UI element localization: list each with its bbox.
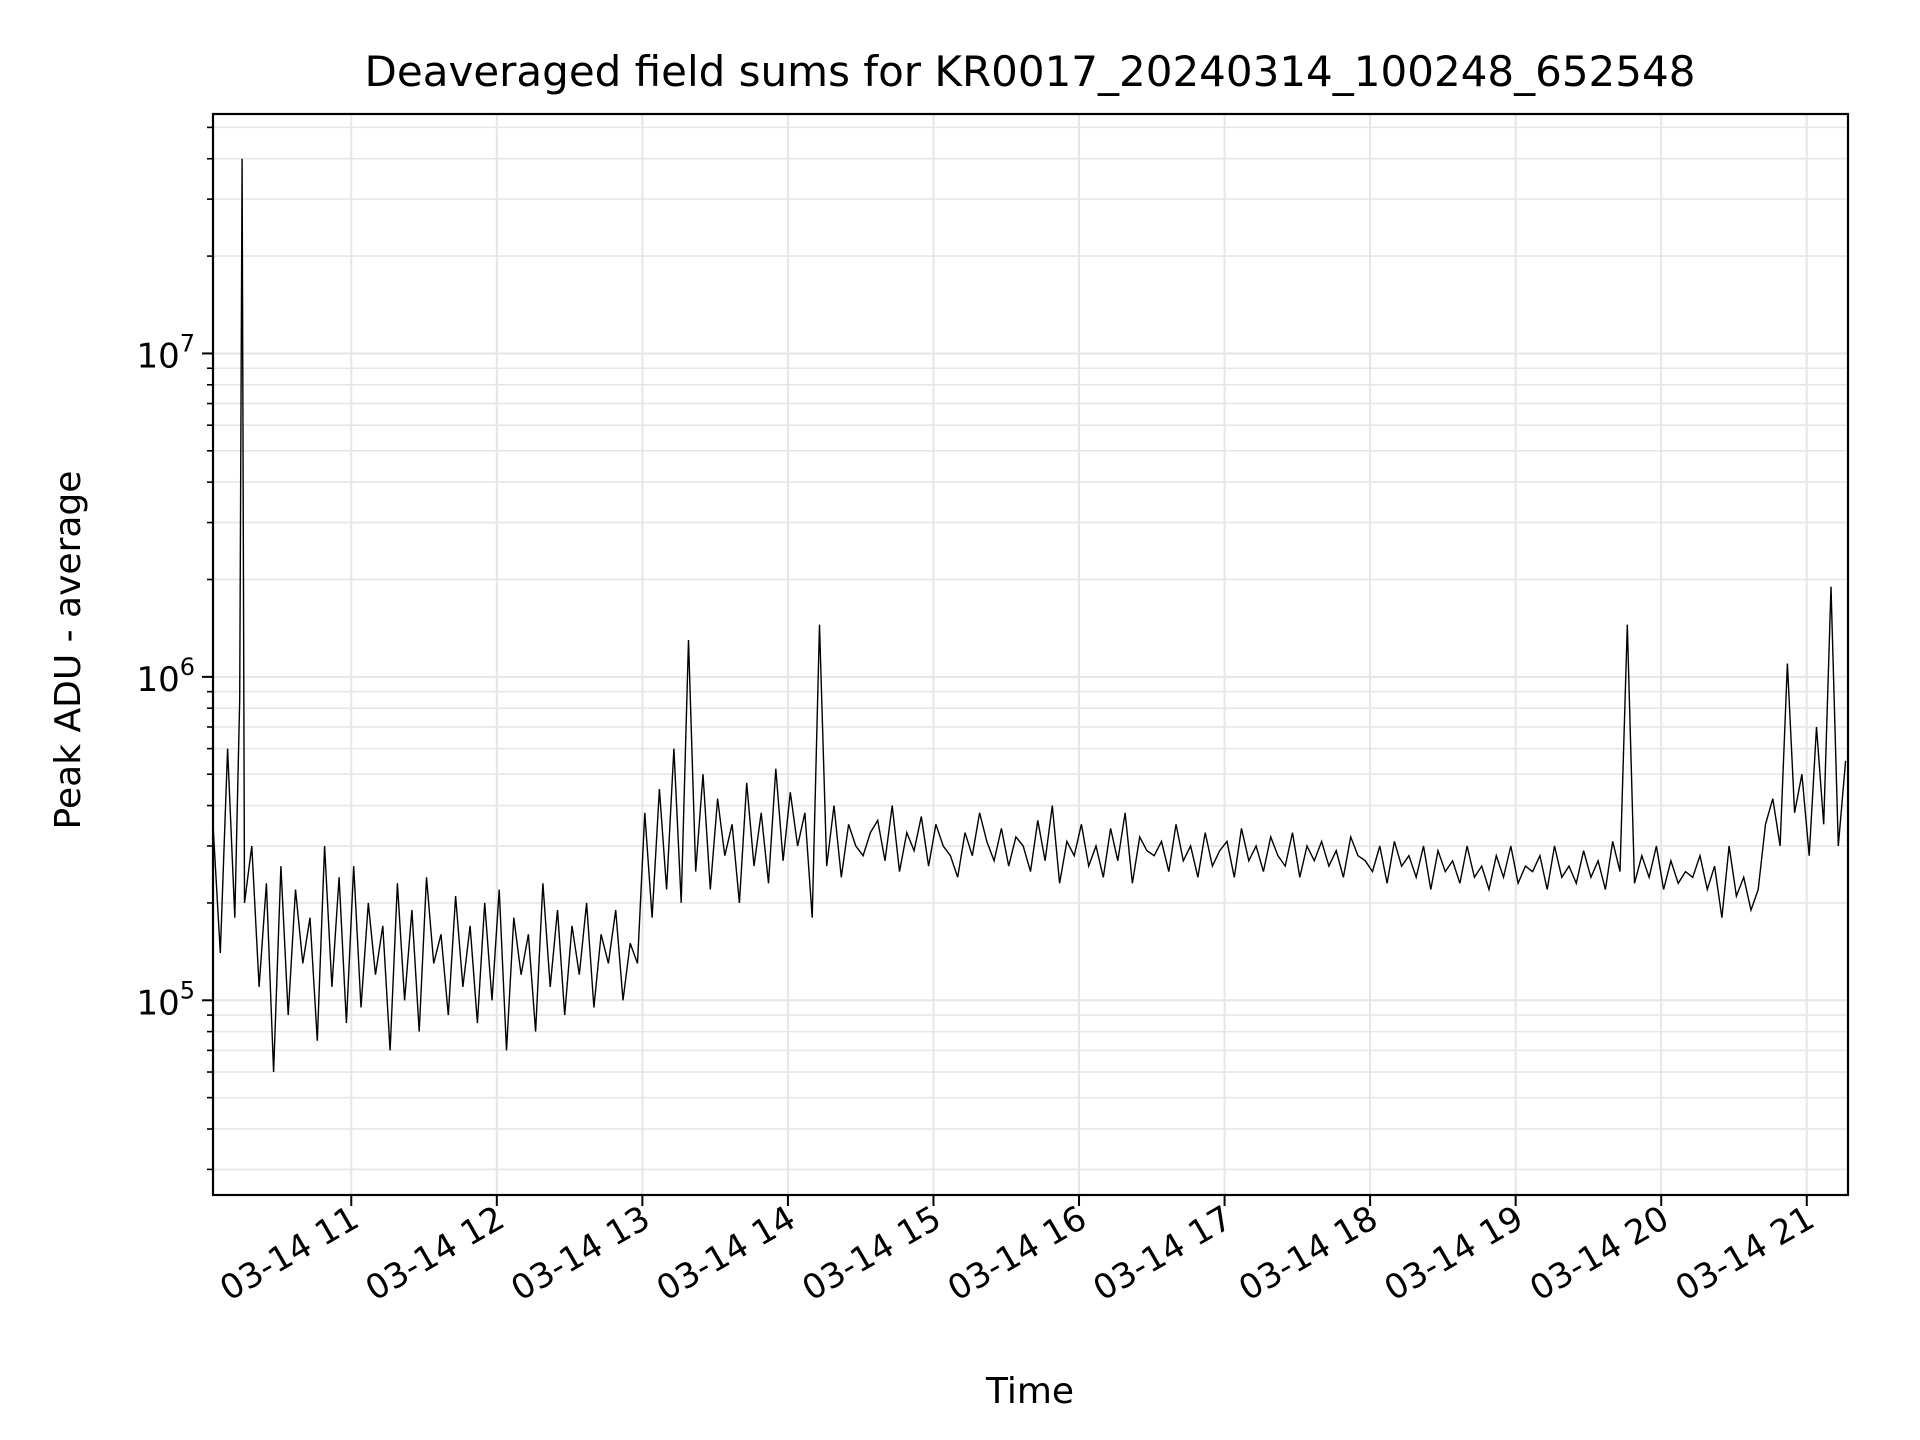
chart-title: Deaveraged field sums for KR0017_2024031…: [365, 47, 1696, 96]
y-tick-label: 107: [136, 329, 195, 376]
x-axis-label: Time: [985, 1371, 1074, 1412]
series: [212, 158, 1847, 1073]
y-tick-label: 106: [136, 653, 195, 700]
plot-frame: [211, 112, 1850, 1197]
series-line: [212, 158, 1847, 1073]
y-tick-label: 105: [136, 976, 195, 1023]
y-axis-label: Peak ADU - average: [48, 471, 89, 830]
y-axis: 105 106 107: [136, 126, 213, 1171]
grid: [213, 114, 1848, 1195]
